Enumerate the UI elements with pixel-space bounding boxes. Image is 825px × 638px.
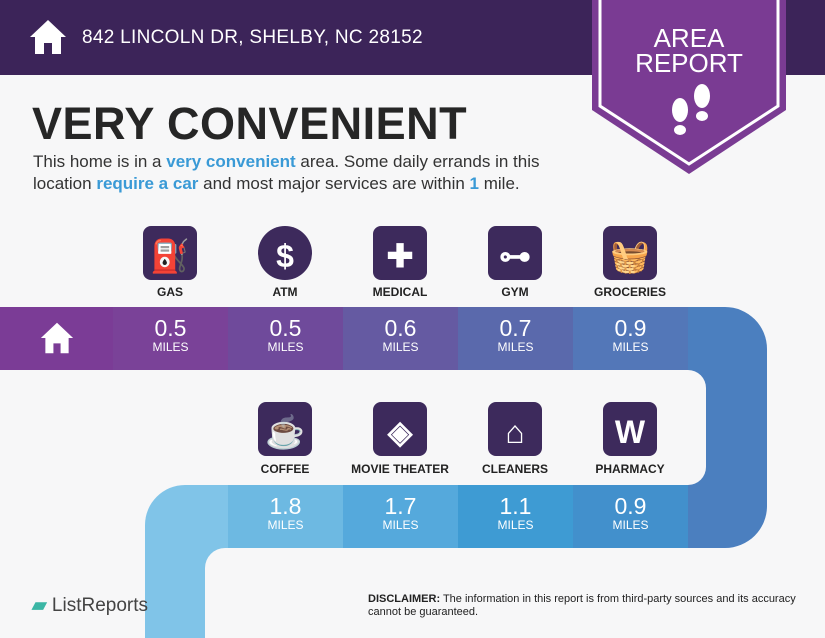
house-icon — [30, 20, 66, 54]
distance-value: 0.9 — [614, 493, 647, 519]
distance-value: 0.7 — [499, 315, 532, 341]
distance-unit: MILES — [612, 518, 649, 532]
coffee-cup-icon: ☕ — [258, 402, 312, 456]
distance-cell: 0.7 MILES — [458, 307, 573, 370]
distance-unit: MILES — [267, 518, 304, 532]
distance-unit: MILES — [152, 340, 189, 354]
address: 842 LINCOLN DR, SHELBY, NC 28152 — [82, 27, 423, 48]
distance-value: 0.6 — [384, 315, 417, 341]
gas-pump-icon: ⛽ — [143, 226, 197, 280]
distance-value: 1.8 — [269, 493, 302, 519]
label-atm: ATM — [272, 285, 298, 299]
hanger-icon: ⌂ — [488, 402, 542, 456]
label-movie-theater: MOVIE THEATER — [351, 462, 449, 476]
walgreens-icon: W — [603, 402, 657, 456]
distance-cell: 0.5 MILES — [228, 307, 343, 370]
label-medical: MEDICAL — [372, 285, 428, 299]
distance-unit: MILES — [612, 340, 649, 354]
label-cleaners: CLEANERS — [481, 462, 548, 476]
distance-unit: MILES — [497, 518, 534, 532]
distance-unit: MILES — [497, 340, 534, 354]
distance-cell: 0.6 MILES — [343, 307, 458, 370]
listreports-logo: ▰ ListReports — [32, 595, 149, 616]
label-coffee: COFFEE — [260, 462, 310, 476]
distance-value: 0.5 — [154, 315, 187, 341]
dumbbell-icon: ⊶ — [488, 226, 542, 280]
distance-unit: MILES — [382, 340, 419, 354]
disclaimer: DISCLAIMER: The information in this repo… — [368, 593, 796, 618]
footprints-icon — [672, 84, 710, 135]
distance-unit: MILES — [382, 518, 419, 532]
distance-unit: MILES — [267, 340, 304, 354]
distance-cell: 1.7 MILES — [343, 485, 458, 548]
distance-cell: 0.5 MILES — [113, 307, 228, 370]
dollar-icon: $ — [258, 226, 312, 280]
label-gym: GYM — [501, 285, 529, 299]
house-icon — [40, 322, 74, 354]
home-cell — [0, 307, 114, 370]
badge-line2: REPORT — [635, 48, 743, 78]
distance-cell: 0.9 MILES — [573, 307, 688, 370]
medical-cross-icon: ✚ — [373, 226, 427, 280]
page-title: VERY CONVENIENT — [32, 98, 468, 149]
distance-cell: 1.8 MILES — [228, 485, 343, 548]
description: This home is in a very convenient area. … — [33, 152, 540, 193]
area-report-badge — [592, 0, 786, 174]
badge-line1: AREA — [653, 23, 725, 53]
distance-cell: 0.9 MILES — [573, 485, 688, 548]
distance-value: 1.7 — [384, 493, 417, 519]
distance-cell: 1.1 MILES — [458, 485, 573, 548]
label-gas: GAS — [156, 285, 183, 299]
basket-icon: 🧺 — [603, 226, 657, 280]
label-pharmacy: PHARMACY — [595, 462, 665, 476]
distance-value: 0.5 — [269, 315, 302, 341]
label-groceries: GROCERIES — [593, 285, 666, 299]
distance-value: 0.9 — [614, 315, 647, 341]
ticket-icon: ◈ — [373, 402, 427, 456]
distance-value: 1.1 — [499, 493, 532, 519]
